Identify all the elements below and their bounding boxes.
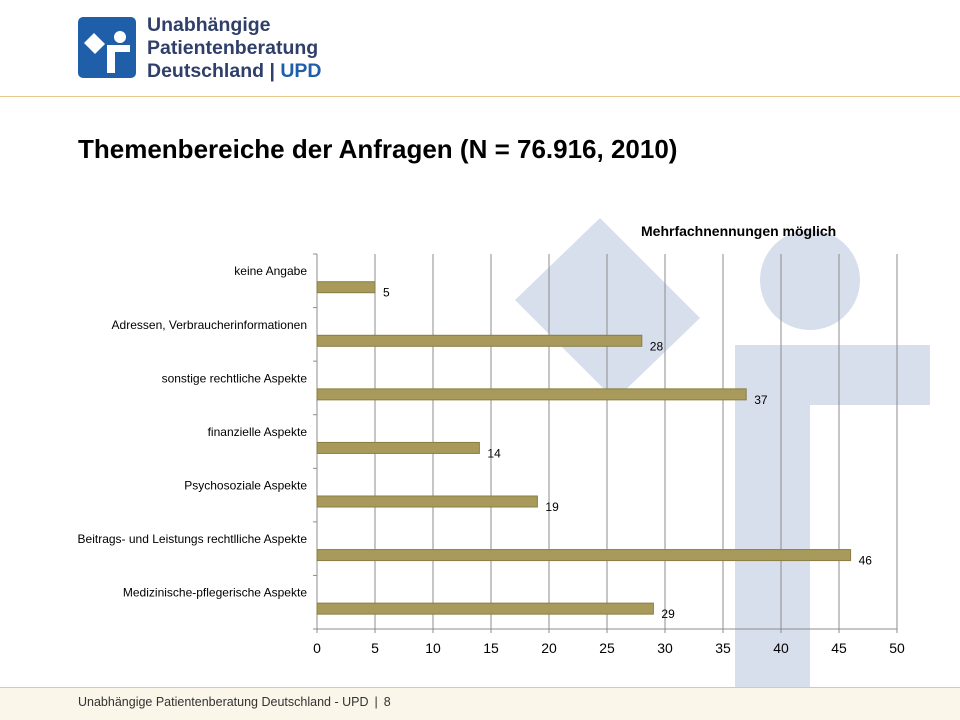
bar	[316, 549, 852, 562]
data-label: 28	[650, 339, 664, 353]
brand-acronym: UPD	[280, 60, 322, 82]
x-tick-label: 40	[773, 640, 789, 656]
category-label: Adressen, Verbraucherinformationen	[112, 318, 307, 332]
header-divider	[0, 96, 960, 97]
footer-band	[0, 688, 960, 720]
category-label: keine Angabe	[234, 264, 307, 278]
chart-note: Mehrfachnennungen möglich	[641, 223, 837, 239]
category-label: Beitrags- und Leistungs rechtlliche Aspe…	[78, 532, 308, 546]
x-tick-label: 20	[541, 640, 557, 656]
bar	[316, 334, 643, 347]
header: Unabhängige Patientenberatung Deutschlan…	[0, 0, 960, 96]
category-label: finanzielle Aspekte	[208, 425, 308, 439]
footer-divider	[0, 687, 960, 688]
data-label: 46	[859, 554, 873, 568]
brand-line-3: Deutschland | UPD	[147, 60, 322, 83]
category-label: Medizinische-pflegerische Aspekte	[123, 586, 307, 600]
x-tick-label: 0	[313, 640, 321, 656]
x-tick-label: 15	[483, 640, 499, 656]
brand-separator: |	[269, 60, 275, 82]
category-label: sonstige rechtliche Aspekte	[162, 371, 308, 385]
slide-title: Themenbereiche der Anfragen (N = 76.916,…	[78, 134, 678, 164]
footer-org: Unabhängige Patientenberatung Deutschlan…	[78, 695, 369, 709]
brand-country: Deutschland	[147, 60, 265, 82]
bar	[316, 602, 654, 615]
x-tick-label: 30	[657, 640, 673, 656]
bar	[316, 495, 538, 508]
data-label: 19	[545, 500, 559, 514]
x-tick-label: 50	[889, 640, 905, 656]
footer: Unabhängige Patientenberatung Deutschlan…	[78, 695, 391, 709]
brand-line-2: Patientenberatung	[147, 37, 319, 59]
page-number: 8	[383, 695, 391, 709]
data-label: 14	[487, 446, 501, 460]
data-label: 5	[383, 286, 390, 300]
x-tick-label: 5	[371, 640, 379, 656]
data-label: 29	[661, 607, 675, 621]
footer-separator: |	[374, 695, 378, 709]
brand-wordmark: Unabhängige Patientenberatung Deutschlan…	[147, 14, 322, 83]
bar	[316, 281, 376, 294]
bar	[316, 441, 480, 454]
data-label: 37	[754, 393, 768, 407]
watermark-person-icon	[515, 218, 930, 690]
x-tick-label: 35	[715, 640, 731, 656]
category-label: Psychosoziale Aspekte	[184, 479, 307, 493]
upd-logo-icon	[78, 17, 136, 78]
brand-line-1: Unabhängige	[147, 14, 271, 36]
x-tick-label: 10	[425, 640, 441, 656]
x-tick-label: 25	[599, 640, 615, 656]
x-tick-label: 45	[831, 640, 847, 656]
bar	[316, 388, 747, 401]
